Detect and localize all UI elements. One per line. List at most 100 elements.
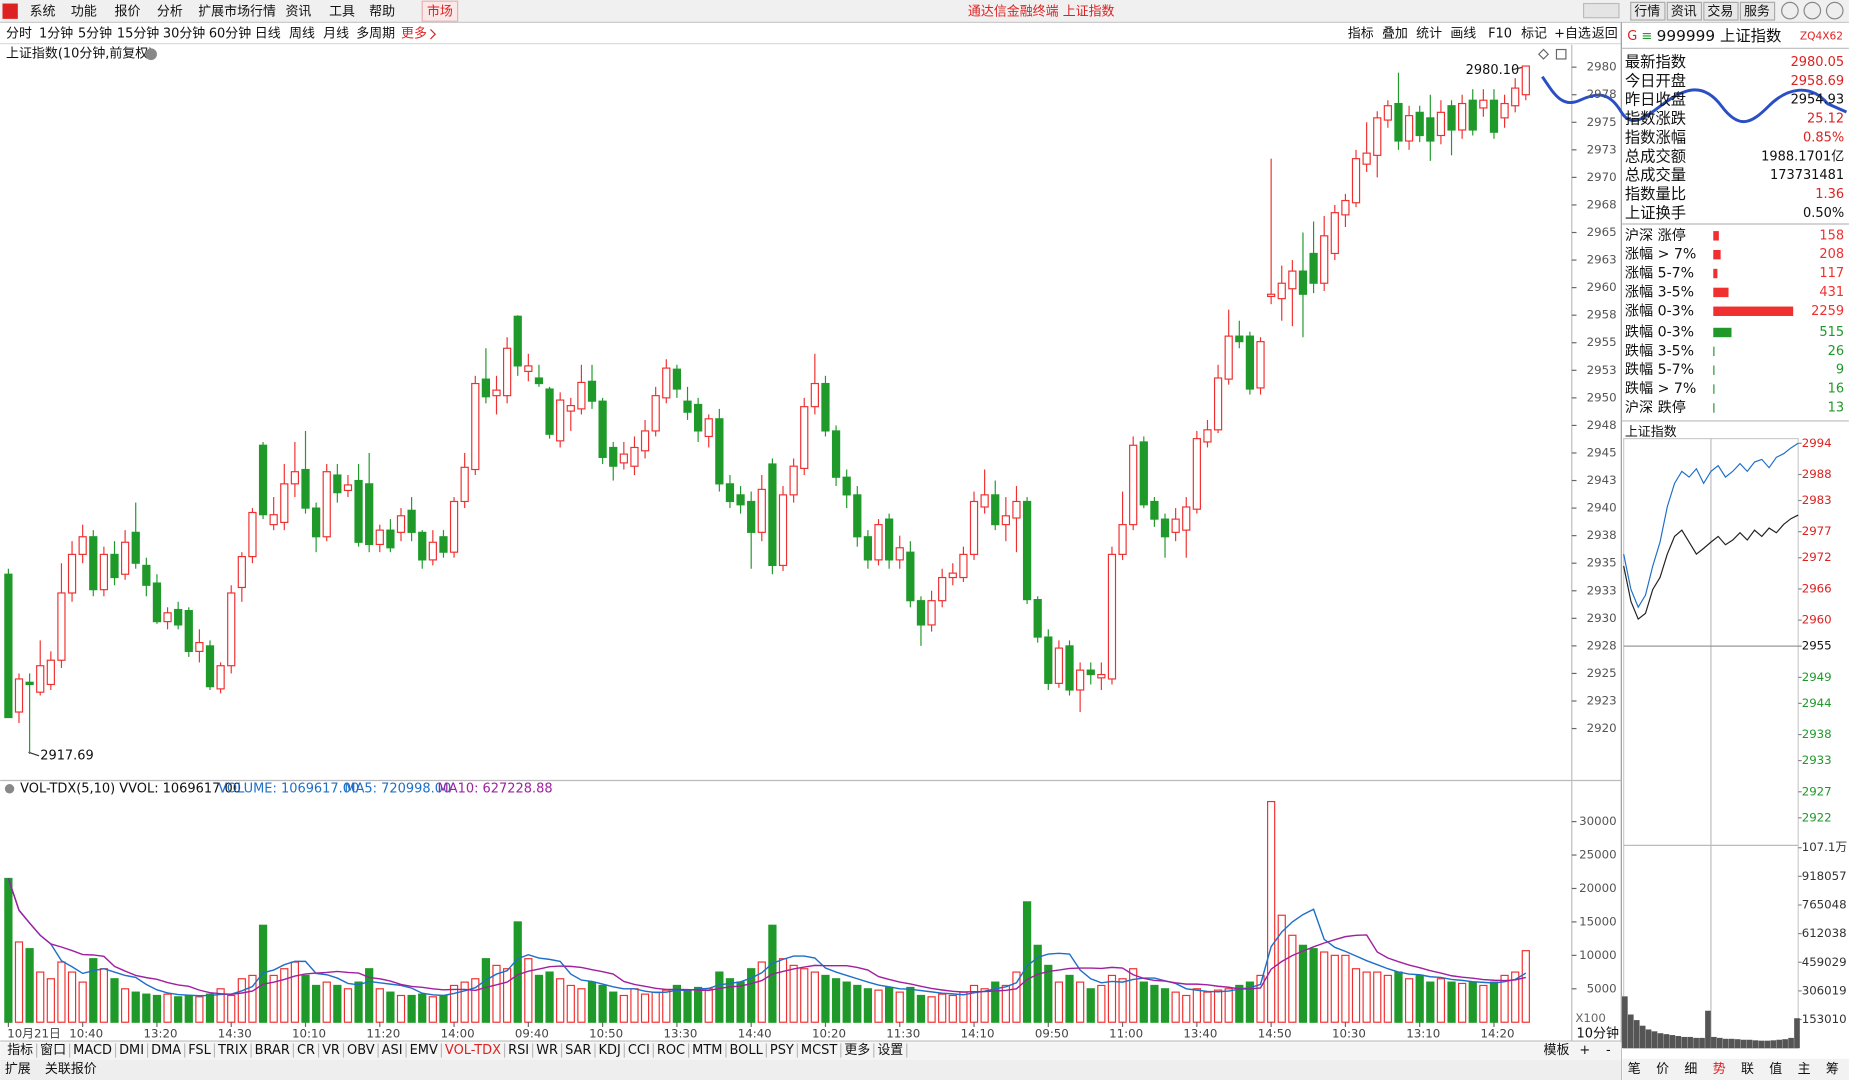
volume-bar <box>980 988 989 1023</box>
period-tab[interactable]: 多周期 <box>356 27 395 42</box>
tool-button[interactable]: 统计 <box>1416 27 1442 42</box>
volume-bar <box>1394 971 1403 1023</box>
template-tab[interactable]: + <box>1579 1043 1590 1058</box>
volume-bar <box>57 961 66 1023</box>
volume-bar <box>863 988 873 1023</box>
tool-button[interactable]: 指标 <box>1348 27 1374 42</box>
indicator-tab[interactable]: ASI <box>382 1043 403 1058</box>
menu-item[interactable]: 帮助 <box>369 4 395 19</box>
side-tab[interactable]: 势 <box>1713 1061 1726 1077</box>
y-tick-label: 5000 <box>1587 981 1617 995</box>
window-button-label[interactable]: 服务 <box>1744 3 1770 19</box>
period-tab[interactable]: 1分钟 <box>39 26 73 42</box>
menu-item[interactable]: 系统 <box>30 4 56 19</box>
tool-icon[interactable] <box>1555 48 1567 60</box>
indicator-tab[interactable]: 窗口 <box>40 1042 66 1058</box>
minimize-button[interactable] <box>1781 1 1799 20</box>
indicator-tab[interactable]: DMA <box>151 1043 181 1058</box>
period-tab[interactable]: 15分钟 <box>117 26 159 42</box>
period-tab[interactable]: 月线 <box>323 27 349 42</box>
window-button-label[interactable]: 行情 <box>1634 4 1660 19</box>
tool-icon[interactable] <box>1537 48 1550 60</box>
indicator-tab[interactable]: 更多 <box>844 1043 870 1058</box>
close-button[interactable] <box>1825 1 1844 20</box>
period-tab[interactable]: 日线 <box>255 27 281 42</box>
market-menu[interactable]: 市场 <box>427 3 453 19</box>
indicator-tab[interactable]: SAR <box>565 1043 591 1058</box>
volume-bar <box>1511 971 1520 1023</box>
template-tab[interactable]: 模板 <box>1544 1043 1570 1058</box>
indicator-tab[interactable]: VOL-TDX <box>445 1043 501 1058</box>
period-tab[interactable]: 分时 <box>6 27 32 42</box>
template-tab[interactable]: - <box>1606 1043 1611 1058</box>
window-button[interactable] <box>1739 1 1776 21</box>
menu-item[interactable]: 扩展市场行情 <box>198 3 276 19</box>
side-tab[interactable]: 值 <box>1769 1061 1782 1077</box>
indicator-tab[interactable]: WR <box>536 1043 558 1058</box>
indicator-tab[interactable]: MACD <box>73 1043 112 1058</box>
tool-button[interactable]: F10 <box>1488 27 1512 42</box>
side-tab[interactable]: 价 <box>1656 1062 1669 1077</box>
window-button[interactable] <box>1703 1 1739 21</box>
indicator-tab[interactable]: DMI <box>119 1043 144 1058</box>
y-tick-label: 20000 <box>1579 881 1616 895</box>
side-tab[interactable]: 筹 <box>1826 1061 1839 1077</box>
indicator-tab[interactable]: RSI <box>508 1043 529 1058</box>
mini-vol-tick-label: 153010 <box>1802 1012 1847 1026</box>
candle-body <box>269 514 278 526</box>
window-button[interactable] <box>1666 1 1703 21</box>
x-tick-label: 14:00 <box>441 1027 475 1041</box>
menu-item[interactable]: 分析 <box>157 4 183 19</box>
tool-button[interactable]: 返回 <box>1592 27 1618 42</box>
indicator-tab[interactable]: ROC <box>657 1043 685 1058</box>
tool-button[interactable]: +自选 <box>1554 27 1591 42</box>
vol-icon[interactable] <box>4 784 15 794</box>
window-button-label[interactable]: 交易 <box>1707 3 1733 19</box>
window-button-label[interactable]: 资讯 <box>1671 4 1697 19</box>
candle-body <box>1298 270 1308 295</box>
indicator-tab[interactable]: BRAR <box>255 1043 290 1058</box>
indicator-tab[interactable]: MTM <box>692 1043 722 1058</box>
indicator-tab[interactable]: MCST <box>801 1043 837 1058</box>
side-tab[interactable]: 主 <box>1798 1062 1811 1077</box>
side-tab[interactable]: 笔 <box>1628 1061 1641 1077</box>
indicator-tab[interactable]: TRIX <box>217 1043 248 1058</box>
tool-button[interactable]: 画线 <box>1450 27 1476 42</box>
more-tab[interactable]: 更多 <box>401 27 427 42</box>
indicator-tab[interactable]: CCI <box>628 1043 650 1058</box>
period-tab[interactable]: 5分钟 <box>78 26 112 42</box>
menu-item[interactable]: 资讯 <box>285 4 311 19</box>
bottom-tab[interactable]: 关联报价 <box>45 1062 97 1077</box>
menu-item[interactable]: 报价 <box>115 4 141 19</box>
candle-body <box>460 466 469 503</box>
indicator-tab[interactable]: CR <box>297 1043 315 1058</box>
candle-body <box>1182 506 1191 531</box>
volume-bar <box>778 958 788 1023</box>
indicator-tab[interactable]: BOLL <box>730 1043 764 1058</box>
window-button[interactable] <box>1630 1 1666 21</box>
period-tab[interactable]: 30分钟 <box>163 26 205 42</box>
side-tab[interactable]: 联 <box>1741 1062 1754 1077</box>
indicator-tab[interactable]: KDJ <box>598 1043 620 1058</box>
menu-item[interactable]: 功能 <box>71 4 97 19</box>
indicator-tab[interactable]: EMV <box>410 1043 438 1058</box>
maximize-button[interactable] <box>1803 1 1822 20</box>
indicator-tab[interactable]: 设置 <box>877 1043 903 1058</box>
indicator-tab[interactable]: PSY <box>770 1043 794 1058</box>
tool-button[interactable]: 标记 <box>1521 27 1547 42</box>
indicator-tab[interactable]: OBV <box>347 1043 375 1058</box>
indicator-tab[interactable]: 指标 <box>7 1043 33 1058</box>
period-tab[interactable]: 周线 <box>289 27 315 42</box>
candle-body <box>1139 441 1148 506</box>
candle-body <box>853 494 862 538</box>
tool-button[interactable]: 叠加 <box>1382 27 1408 42</box>
side-tab[interactable]: 细 <box>1684 1062 1697 1077</box>
y-tick-label: 2948 <box>1587 418 1617 432</box>
period-tab[interactable]: 60分钟 <box>209 26 251 42</box>
menu-item[interactable]: 工具 <box>329 4 355 19</box>
title-icon[interactable] <box>145 48 157 61</box>
indicator-tab[interactable]: VR <box>322 1043 340 1058</box>
bottom-tab[interactable]: 扩展 <box>5 1062 31 1077</box>
indicator-tab[interactable]: FSL <box>188 1043 211 1058</box>
candle-body <box>1224 335 1233 380</box>
